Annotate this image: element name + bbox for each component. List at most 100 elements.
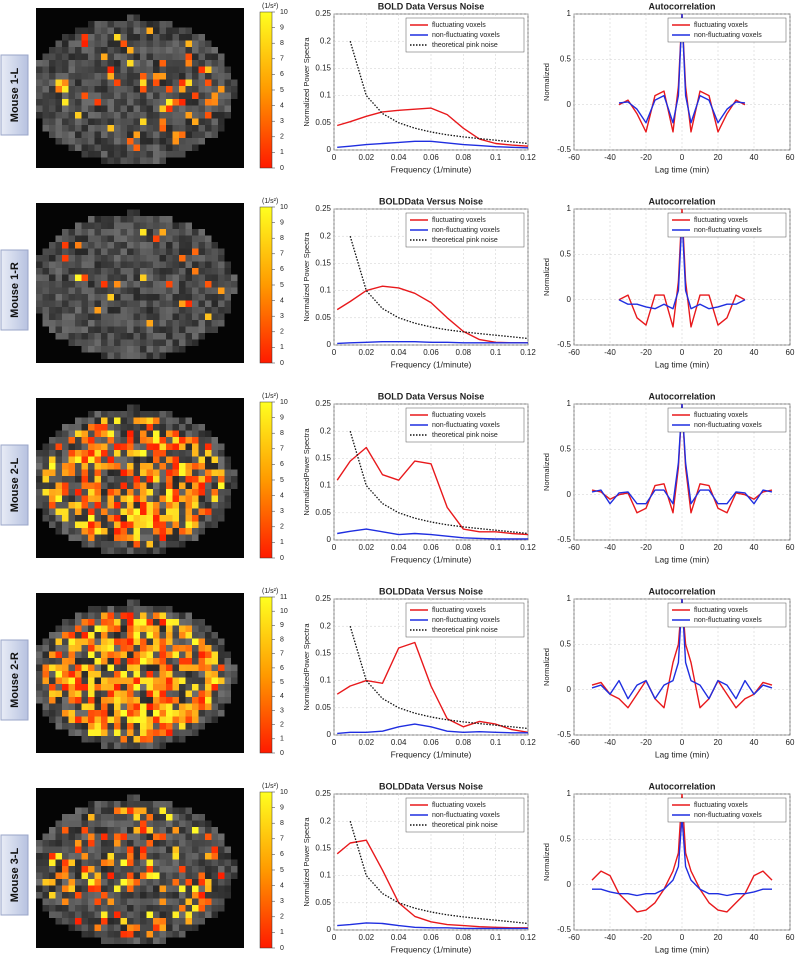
brain-pixel — [179, 242, 186, 249]
brain-pixel — [75, 684, 82, 691]
brain-pixel — [159, 879, 166, 886]
brain-pixel — [166, 632, 173, 639]
brain-pixel — [198, 235, 205, 242]
brain-pixel — [49, 489, 56, 496]
brain-pixel — [133, 320, 140, 327]
brain-pixel — [88, 638, 95, 645]
brain-pixel — [81, 40, 88, 47]
brain-pixel — [120, 502, 127, 509]
brain-pixel — [88, 131, 95, 138]
brain-pixel — [205, 482, 212, 489]
brain-pixel — [146, 430, 153, 437]
brain-pixel — [231, 866, 238, 873]
brain-pixel — [192, 118, 199, 125]
brain-pixel — [101, 742, 108, 749]
brain-pixel — [68, 671, 75, 678]
brain-pixel — [231, 482, 238, 489]
brain-pixel — [185, 339, 192, 346]
legend-label: fluctuating voxels — [432, 802, 486, 809]
brain-pixel — [159, 840, 166, 847]
brain-pixel — [153, 632, 160, 639]
brain-pixel — [120, 801, 127, 808]
brain-pixel — [62, 690, 69, 697]
brain-pixel — [127, 508, 134, 515]
brain-pixel — [166, 216, 173, 223]
brain-pixel — [172, 658, 179, 665]
brain-pixel — [49, 515, 56, 522]
brain-pixel — [81, 905, 88, 912]
brain-pixel — [75, 853, 82, 860]
brain-pixel — [120, 469, 127, 476]
y-tick-label: 0.2 — [320, 816, 332, 825]
brain-pixel — [68, 684, 75, 691]
brain-pixel — [114, 801, 121, 808]
brain-pixel — [159, 619, 166, 626]
brain-pixel — [120, 918, 127, 925]
brain-pixel — [94, 307, 101, 314]
brain-pixel — [153, 125, 160, 132]
y-tick-label: 1 — [567, 204, 572, 213]
brain-pixel — [120, 736, 127, 743]
brain-pixel — [120, 515, 127, 522]
brain-pixel — [198, 690, 205, 697]
brain-pixel — [81, 814, 88, 821]
brain-pixel — [140, 411, 147, 418]
brain-pixel — [153, 534, 160, 541]
brain-pixel — [36, 840, 43, 847]
brain-pixel — [120, 144, 127, 151]
brain-pixel — [127, 801, 134, 808]
brain-pixel — [159, 261, 166, 268]
colorbar-tick-label: 5 — [280, 87, 284, 94]
brain-pixel — [49, 853, 56, 860]
brain-pixel — [101, 879, 108, 886]
brain-pixel — [192, 235, 199, 242]
brain-pixel — [62, 443, 69, 450]
brain-pixel — [55, 859, 62, 866]
brain-pixel — [88, 814, 95, 821]
brain-pixel — [153, 547, 160, 554]
brain-pixel — [205, 66, 212, 73]
brain-pixel — [81, 846, 88, 853]
brain-pixel — [146, 508, 153, 515]
brain-pixel — [153, 905, 160, 912]
brain-pixel — [49, 86, 56, 93]
brain-pixel — [140, 638, 147, 645]
brain-pixel — [101, 287, 108, 294]
brain-pixel — [49, 242, 56, 249]
brain-pixel — [81, 53, 88, 60]
brain-pixel — [68, 456, 75, 463]
brain-pixel — [205, 131, 212, 138]
brain-pixel — [81, 911, 88, 918]
brain-pixel — [172, 911, 179, 918]
brain-pixel — [179, 495, 186, 502]
brain-pixel — [185, 92, 192, 99]
brain-pixel — [55, 482, 62, 489]
brain-pixel — [36, 255, 43, 262]
brain-pixel — [211, 885, 218, 892]
brain-pixel — [205, 508, 212, 515]
brain-pixel — [127, 248, 134, 255]
brain-pixels — [36, 599, 238, 749]
brain-pixel — [101, 47, 108, 54]
brain-pixel — [107, 632, 114, 639]
brain-pixel — [185, 658, 192, 665]
brain-pixel — [127, 677, 134, 684]
brain-pixel — [146, 866, 153, 873]
brain-pixel — [75, 677, 82, 684]
brain-pixel — [140, 40, 147, 47]
brain-pixel — [224, 105, 231, 112]
brain-pixel — [166, 268, 173, 275]
brain-pixel — [205, 53, 212, 60]
brain-pixel — [127, 443, 134, 450]
brain-pixel — [211, 827, 218, 834]
brain-pixel — [211, 99, 218, 106]
brain-pixel — [114, 521, 121, 528]
brain-pixel — [49, 664, 56, 671]
brain-pixel — [94, 469, 101, 476]
brain-pixel — [68, 248, 75, 255]
brain-pixel — [107, 541, 114, 548]
x-tick-label: 60 — [786, 738, 795, 747]
brain-pixel — [101, 703, 108, 710]
brain-pixel — [88, 274, 95, 281]
brain-pixel — [120, 866, 127, 873]
